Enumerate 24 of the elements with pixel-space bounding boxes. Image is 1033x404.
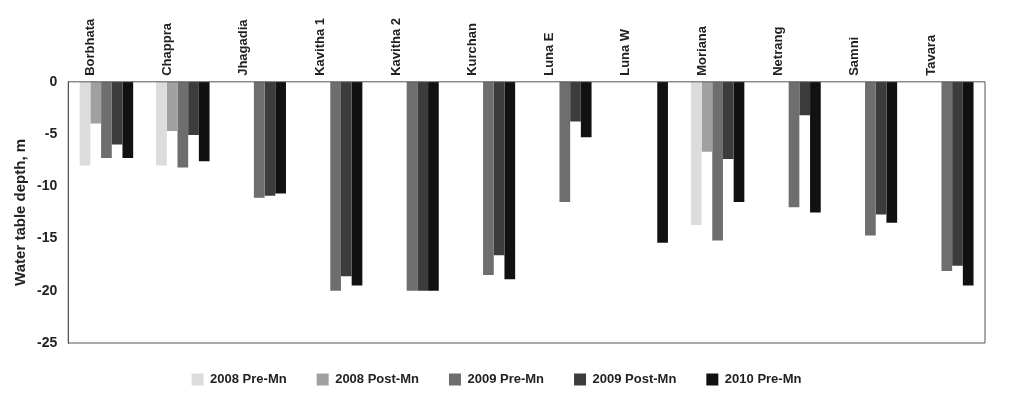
x-tick-label: Kavitha 1 [311,17,327,76]
legend-label: 2008 Post-Mn [335,371,420,387]
x-tick-label: Jhagadia [235,18,251,76]
legend-label: 2009 Post-Mn [592,371,677,387]
x-tick-label: Tavara [922,34,938,76]
x-tick-label: Luna W [617,28,633,76]
legend-label: 2009 Pre-Mn [467,371,545,387]
x-tick-label: Chappra [158,22,174,76]
x-tick-label: Borbhata [82,17,98,76]
x-tick-label: Samni [846,36,862,76]
y-tick-label: -20 [37,281,58,298]
legend-label: 2010 Pre-Mn [724,371,802,387]
y-axis-title: Water table depth, m [11,138,29,286]
x-tick-label: Kurchan [464,23,480,76]
x-tick-label: Netrang [769,26,785,76]
y-tick-label: -15 [37,229,58,246]
y-tick-label: -5 [44,124,58,141]
x-tick-label: Kavitha 2 [388,17,403,76]
legend-label: 2008 Pre-Mn [210,371,287,387]
y-tick-label: -25 [37,333,58,350]
x-tick-label: Moriana [693,25,709,76]
y-tick-label: 0 [49,72,58,89]
x-tick-label: Luna E [540,32,556,76]
y-tick-label: -10 [37,177,58,194]
